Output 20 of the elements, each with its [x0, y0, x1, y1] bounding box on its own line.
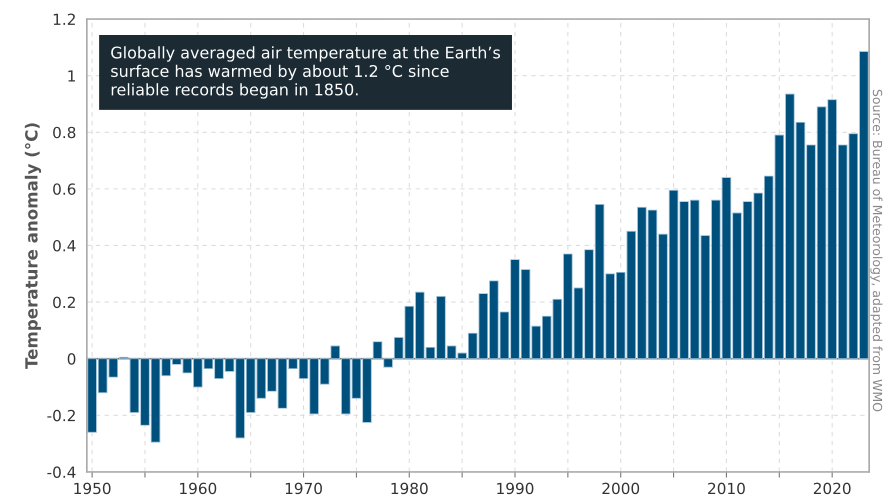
- x-tick-label: 2000: [602, 482, 640, 494]
- x-tick-label: 1950: [74, 482, 111, 494]
- x-tick-label: 2010: [708, 482, 745, 494]
- x-tick-label: 1980: [392, 482, 428, 494]
- y-tick-label: 0.6: [53, 183, 76, 195]
- y-tick-label: 1: [68, 70, 75, 82]
- x-tick-label: 1960: [180, 482, 216, 494]
- y-tick-label: 0: [68, 353, 76, 365]
- x-tick-label: 1970: [286, 482, 322, 494]
- y-tick-label: 0.4: [53, 240, 76, 252]
- source-note: Source: Bureau of Meteorology, adapted from WMO: [870, 90, 882, 412]
- y-tick-label: 0.8: [53, 126, 76, 138]
- x-tick-label: 2020: [814, 482, 851, 494]
- y-axis-title: Temperature anomaly (°C): [24, 123, 42, 369]
- x-tick-label: 1990: [497, 482, 534, 494]
- y-tick-label: 1.2: [54, 14, 75, 25]
- annotation: Globally averaged air temperature at the Earth’s surface has warmed by about 1.2 °C since reliable records began in 1850.: [111, 46, 500, 99]
- y-tick-label: -0.2: [47, 410, 75, 422]
- y-tick-label: -0.4: [47, 466, 76, 478]
- y-tick-label: 0.2: [53, 296, 75, 308]
